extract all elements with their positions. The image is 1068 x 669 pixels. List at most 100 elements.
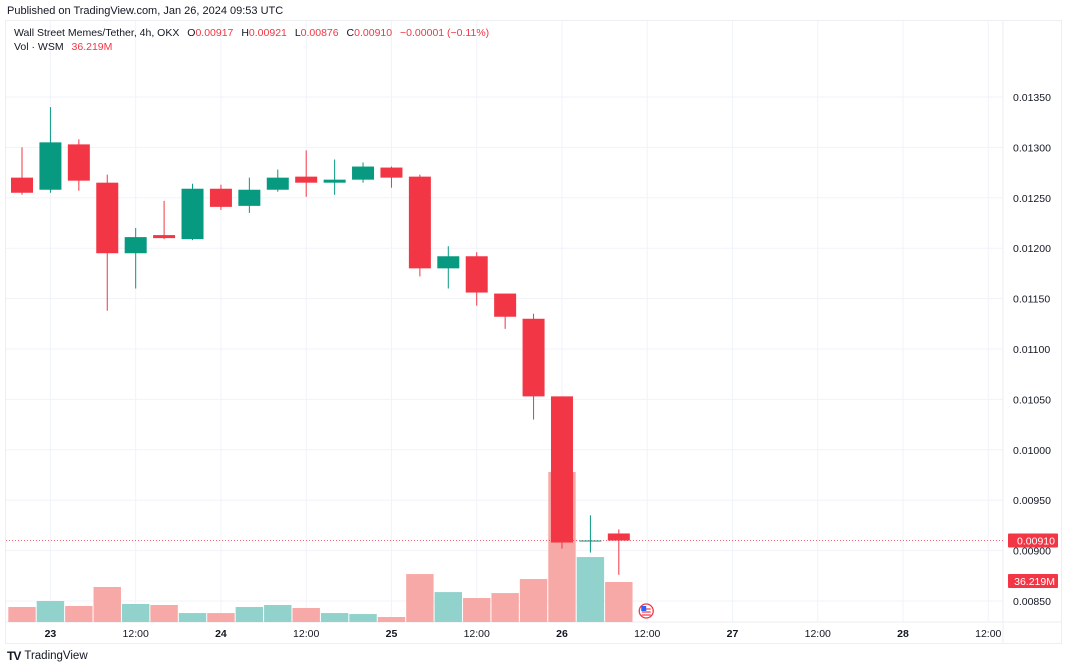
tradingview-logo-icon: TV xyxy=(7,649,21,663)
x-tick-label: 12:00 xyxy=(805,628,831,640)
candle-body xyxy=(408,176,431,269)
volume-bar xyxy=(235,606,264,622)
volume-label: Vol · WSM xyxy=(14,41,64,53)
candle-body xyxy=(352,166,375,180)
last-price-label: 0.00910 xyxy=(1017,536,1055,548)
candle xyxy=(550,396,573,549)
candle-body xyxy=(266,177,289,190)
x-tick-label: 24 xyxy=(215,628,227,640)
y-tick-label: 0.01150 xyxy=(1013,294,1050,306)
volume-bar xyxy=(377,617,406,622)
candle-body xyxy=(323,179,346,183)
candle xyxy=(408,174,431,277)
candle xyxy=(67,139,90,191)
candle-body xyxy=(607,533,630,541)
candle xyxy=(11,147,33,195)
x-tick-label: 12:00 xyxy=(464,628,490,640)
candle-body xyxy=(437,256,460,269)
candle xyxy=(380,166,403,188)
candle xyxy=(266,169,289,192)
candle xyxy=(522,313,545,420)
candle xyxy=(607,529,630,575)
candle xyxy=(209,184,232,210)
y-tick-label: 0.01200 xyxy=(1013,243,1051,255)
change-value: −0.00001 (−0.11%) xyxy=(400,27,490,39)
x-tick-label: 12:00 xyxy=(634,628,660,640)
x-tick-label: 27 xyxy=(727,628,739,640)
candle xyxy=(323,159,346,195)
volume-bar xyxy=(36,601,65,622)
volume-bar xyxy=(349,614,377,622)
candle xyxy=(124,228,147,289)
x-tick-label: 28 xyxy=(897,628,909,640)
volume-row: Vol · WSM 36.219M xyxy=(14,40,489,54)
volume-bar xyxy=(576,557,605,622)
symbol-title: Wall Street Memes/Tether, 4h, OKX xyxy=(14,27,180,39)
x-tick-label: 12:00 xyxy=(123,628,149,640)
volume-bar xyxy=(93,586,121,622)
candle xyxy=(181,183,204,241)
volume-bar xyxy=(65,605,93,622)
candle-body xyxy=(579,540,602,542)
candle-body xyxy=(11,177,33,193)
close-value: 0.00910 xyxy=(354,27,393,39)
open-label: O xyxy=(187,27,196,39)
y-tick-label: 0.01100 xyxy=(1013,344,1050,356)
y-tick-label: 0.01250 xyxy=(1013,193,1051,205)
last-price-label-badge xyxy=(1008,533,1058,548)
candle xyxy=(465,252,488,306)
candle xyxy=(352,162,375,183)
volume-bar xyxy=(292,607,320,622)
x-tick-label: 25 xyxy=(386,628,398,640)
candle xyxy=(96,174,119,311)
close-label: C xyxy=(346,27,355,39)
last-volume-label-badge xyxy=(1008,574,1058,588)
volume-bar xyxy=(491,593,519,622)
x-tick-label: 23 xyxy=(45,628,57,640)
candle-body xyxy=(522,318,545,397)
candle xyxy=(579,515,602,553)
volume-bar xyxy=(8,606,36,622)
low-label: L xyxy=(294,27,301,39)
volume-bar xyxy=(207,613,235,622)
x-tick-label: 12:00 xyxy=(293,628,319,640)
x-tick-label: 12:00 xyxy=(975,628,1001,640)
candle-body xyxy=(153,235,176,239)
volume-bar xyxy=(519,579,548,622)
y-tick-label: 0.00950 xyxy=(1013,495,1051,507)
candle xyxy=(295,150,318,197)
candle-body xyxy=(124,237,147,254)
volume-bar xyxy=(121,603,150,622)
candle-body xyxy=(209,188,232,207)
brand-name: TradingView xyxy=(24,650,88,662)
candle-body xyxy=(380,167,403,178)
x-tick-label: 26 xyxy=(556,628,568,640)
candle xyxy=(494,293,517,329)
volume-bar xyxy=(264,604,292,622)
high-label: H xyxy=(241,27,249,39)
y-tick-label: 0.00850 xyxy=(1013,596,1051,608)
volume-bar xyxy=(406,574,434,622)
y-tick-label: 0.01300 xyxy=(1013,142,1051,154)
candle xyxy=(39,107,62,193)
volume-bar xyxy=(434,592,463,622)
candle-body xyxy=(494,293,517,317)
y-tick-label: 0.00900 xyxy=(1013,546,1051,558)
candle-body xyxy=(550,396,573,543)
volume-bar xyxy=(178,613,207,622)
candle xyxy=(238,177,261,213)
volume-bar xyxy=(320,613,349,622)
candle-body xyxy=(295,176,318,183)
chart-legend: Wall Street Memes/Tether, 4h, OKX O 0.009… xyxy=(14,26,489,54)
high-value: 0.00921 xyxy=(248,27,287,39)
flag-canton xyxy=(641,606,647,611)
volume-value: 36.219M xyxy=(71,41,113,53)
candle-body xyxy=(67,144,90,181)
volume-bar xyxy=(605,582,633,622)
volume-bar xyxy=(463,598,491,622)
published-caption: Published on TradingView.com, Jan 26, 20… xyxy=(7,5,284,17)
candle xyxy=(437,246,460,289)
ohlc-row: Wall Street Memes/Tether, 4h, OKX O 0.009… xyxy=(14,26,489,40)
y-tick-label: 0.01000 xyxy=(1013,445,1051,457)
